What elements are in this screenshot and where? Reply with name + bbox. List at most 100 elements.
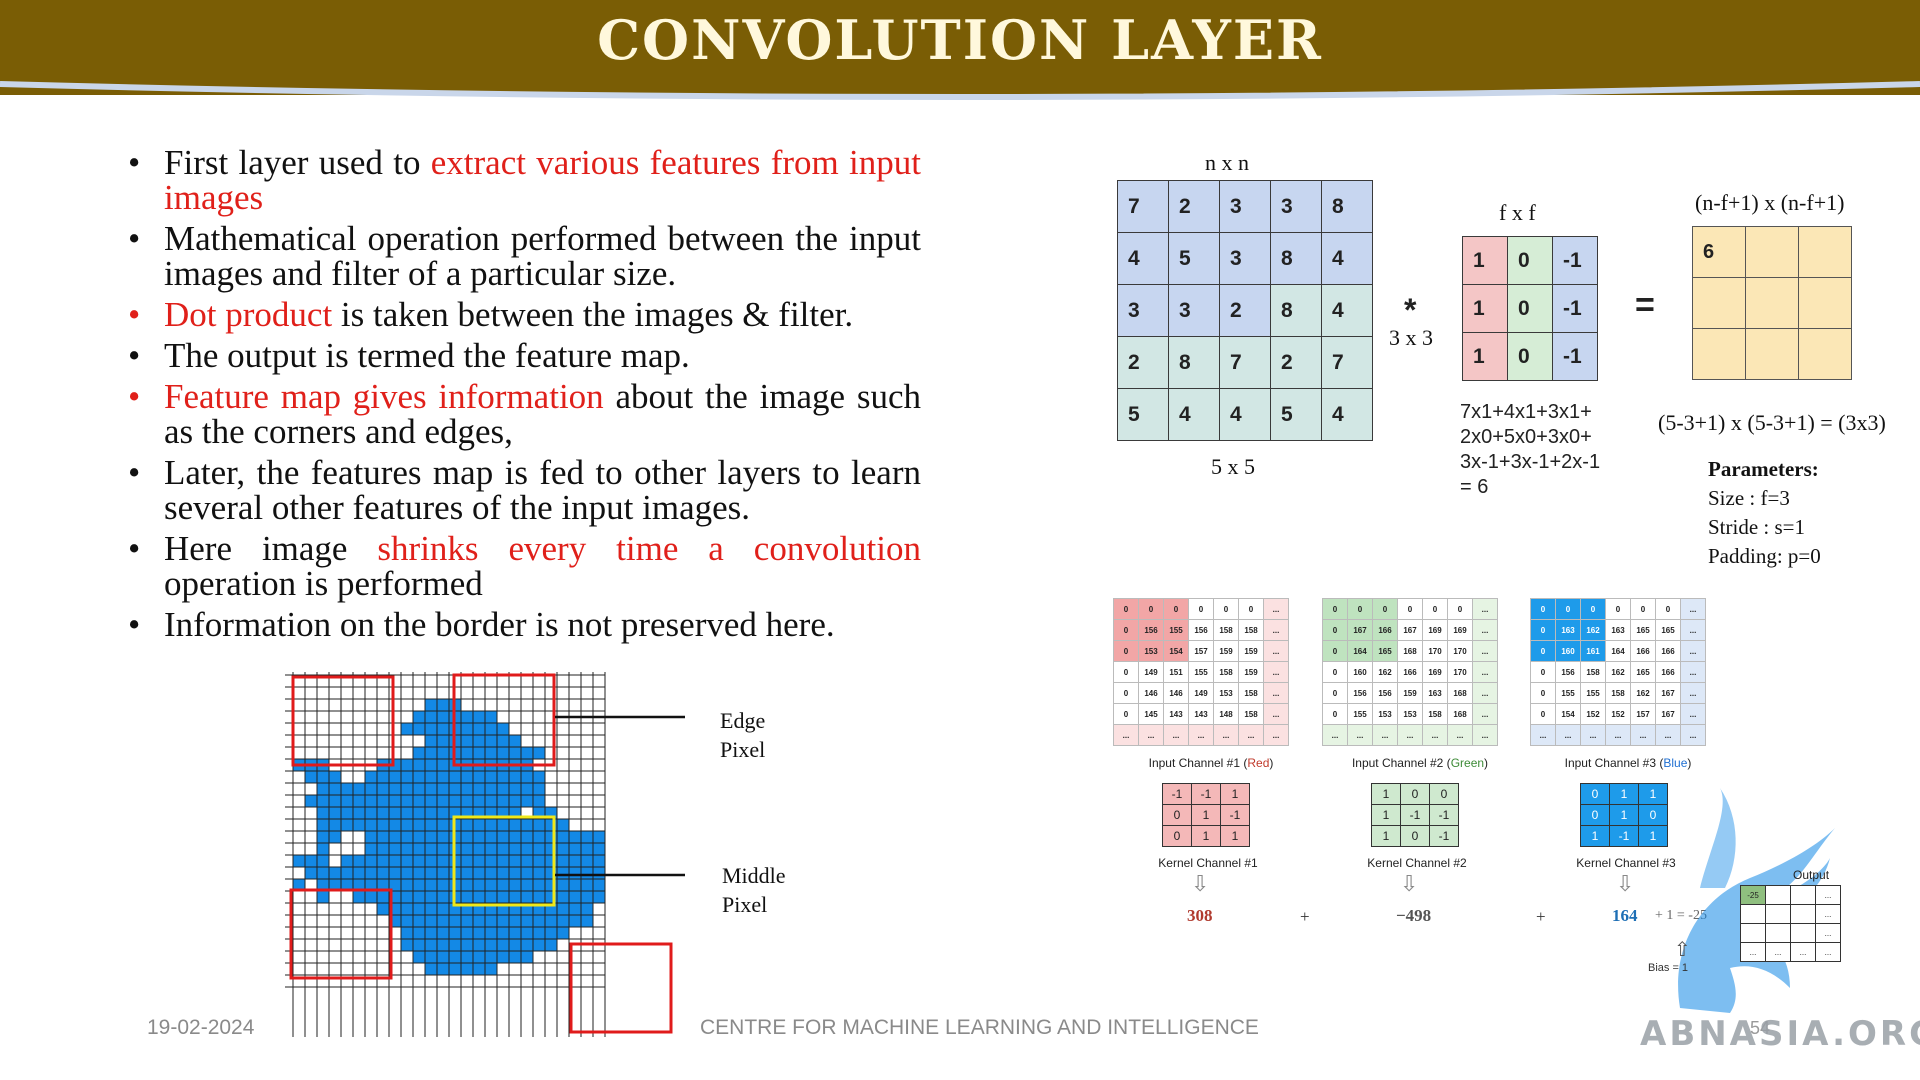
channel-cell: 161 xyxy=(1580,640,1606,662)
filter-cell: 1 xyxy=(1462,236,1508,285)
channel-cell: ... xyxy=(1263,619,1289,641)
channel-cell: 156 xyxy=(1372,682,1398,704)
input-cell: 5 xyxy=(1117,388,1169,441)
bullet-dot: • xyxy=(128,143,141,182)
pixel-cell xyxy=(461,963,473,975)
pixel-cell xyxy=(473,867,485,879)
pixel-cell xyxy=(533,855,545,867)
pixel-cell xyxy=(545,915,557,927)
output-cell xyxy=(1745,226,1799,278)
pixel-cell xyxy=(497,927,509,939)
pixel-cell xyxy=(389,771,401,783)
channel-cell: ... xyxy=(1447,724,1473,746)
pixel-cell xyxy=(461,891,473,903)
computation-line: 2x0+5x0+3x0+ xyxy=(1460,426,1592,448)
pixel-cell xyxy=(497,891,509,903)
pixel-cell xyxy=(473,795,485,807)
pixel-cell xyxy=(473,951,485,963)
equals-sign: = xyxy=(1635,286,1655,324)
pixel-cell xyxy=(401,819,413,831)
pixel-cell xyxy=(341,807,353,819)
pixel-cell xyxy=(365,891,377,903)
pixel-cell xyxy=(377,855,389,867)
channel-cell: 156 xyxy=(1138,619,1164,641)
input-cell: 2 xyxy=(1117,336,1169,389)
channel-cell: 170 xyxy=(1447,661,1473,683)
pixel-cell xyxy=(329,771,341,783)
bullet-text: First layer used to xyxy=(164,143,431,182)
channel-cell: 0 xyxy=(1397,598,1423,620)
pixel-cell xyxy=(425,795,437,807)
pixel-cell xyxy=(485,843,497,855)
channel-cell: 145 xyxy=(1138,703,1164,725)
pixel-cell xyxy=(449,795,461,807)
pixel-cell xyxy=(497,783,509,795)
kernel-caption: Kernel Channel #2 xyxy=(1367,856,1467,870)
pixel-cell xyxy=(569,903,581,915)
filter-cell: 0 xyxy=(1507,332,1553,381)
pixel-cell xyxy=(377,843,389,855)
output-empty-cell xyxy=(1765,904,1791,924)
pixel-cell xyxy=(485,747,497,759)
pixel-cell xyxy=(293,855,305,867)
pixel-cell xyxy=(461,855,473,867)
channel-cell: 160 xyxy=(1347,661,1373,683)
output-cell xyxy=(1745,328,1799,380)
pixel-cell xyxy=(485,963,497,975)
bullet-dot: • xyxy=(128,336,141,375)
channel-cell: 0 xyxy=(1530,619,1556,641)
pixel-cell xyxy=(509,915,521,927)
pixel-cell xyxy=(473,771,485,783)
footer-centre-name: CENTRE FOR MACHINE LEARNING AND INTELLIG… xyxy=(700,1016,1259,1039)
pixel-cell xyxy=(425,879,437,891)
output-ellipsis-cell: ... xyxy=(1790,942,1816,962)
pixel-cell xyxy=(473,843,485,855)
pixel-cell xyxy=(533,927,545,939)
pixel-cell xyxy=(533,915,545,927)
pixel-cell xyxy=(437,759,449,771)
channel-cell: 159 xyxy=(1238,661,1264,683)
pixel-cell xyxy=(533,819,545,831)
pixel-cell xyxy=(509,747,521,759)
pixel-cell xyxy=(437,735,449,747)
pixel-cell xyxy=(425,783,437,795)
pixel-cell xyxy=(437,711,449,723)
kernel-cell: 1 xyxy=(1220,783,1250,805)
kernel-table: 0 1 1 0 1 0 1 -1 1 xyxy=(1580,783,1668,847)
pixel-cell xyxy=(317,867,329,879)
channel-cell: 166 xyxy=(1655,661,1681,683)
pixel-cell xyxy=(413,819,425,831)
channel-cell: 159 xyxy=(1397,682,1423,704)
bullet-text: Information on the border is not preserv… xyxy=(164,605,835,644)
pixel-cell xyxy=(341,819,353,831)
pixel-cell xyxy=(461,819,473,831)
pixel-cell xyxy=(581,831,593,843)
pixel-cell xyxy=(497,951,509,963)
pixel-cell xyxy=(461,795,473,807)
channel-cell: 148 xyxy=(1213,703,1239,725)
pixel-cell xyxy=(461,951,473,963)
pixel-cell xyxy=(425,855,437,867)
pixel-cell xyxy=(389,855,401,867)
channel-cell: 0 xyxy=(1630,598,1656,620)
output-cell: 6 xyxy=(1692,226,1746,278)
watermark-logo: ABNASIA.ORG xyxy=(1640,1014,1920,1054)
pixel-cell xyxy=(569,831,581,843)
pixel-cell xyxy=(317,843,329,855)
pixel-cell xyxy=(353,807,365,819)
middle-pixel-label: Middle Pixel xyxy=(722,863,786,917)
bias-label: Bias = 1 xyxy=(1648,962,1689,974)
channel-cell: 146 xyxy=(1138,682,1164,704)
pixel-cell xyxy=(461,711,473,723)
pixel-cell xyxy=(593,867,605,879)
pixel-cell xyxy=(341,879,353,891)
pixel-cell xyxy=(389,795,401,807)
output-ellipsis-cell: ... xyxy=(1815,904,1841,924)
pixel-cell xyxy=(305,855,317,867)
pixel-cell xyxy=(437,891,449,903)
channel-cell: 0 xyxy=(1530,703,1556,725)
pixel-cell xyxy=(533,843,545,855)
pixel-cell xyxy=(425,807,437,819)
pixel-cell xyxy=(497,915,509,927)
pixel-cell xyxy=(533,891,545,903)
